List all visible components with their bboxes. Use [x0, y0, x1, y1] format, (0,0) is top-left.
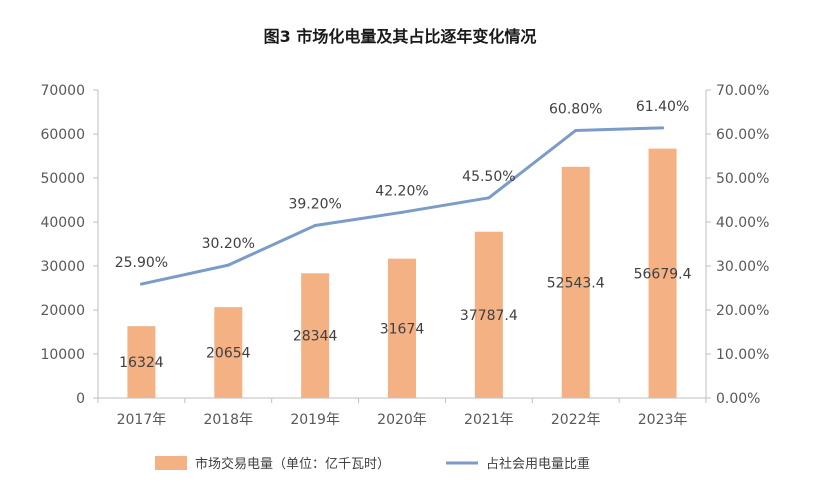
line-data-label: 39.20%	[288, 197, 341, 213]
line-data-label: 25.90%	[115, 255, 168, 271]
bar-data-label: 52543.4	[547, 275, 605, 291]
line-point	[661, 126, 665, 130]
bar-data-label: 37787.4	[460, 308, 518, 324]
line-point	[574, 128, 578, 132]
left-tick-label: 10000	[40, 347, 85, 363]
left-tick-label: 0	[76, 391, 85, 407]
right-tick-label: 60.00%	[716, 127, 769, 143]
legend: 市场交易电量（单位：亿千瓦时） 占社会用电量比重	[155, 456, 590, 472]
x-tick-label: 2020年	[377, 412, 427, 428]
line-data-label: 30.20%	[202, 236, 255, 252]
bar	[214, 307, 243, 398]
line-point	[487, 196, 491, 200]
bar	[301, 273, 330, 398]
legend-swatch-bar	[155, 456, 187, 470]
line-data-label: 45.50%	[462, 169, 515, 185]
bar-data-label: 31674	[380, 321, 425, 337]
x-tick-label: 2021年	[464, 412, 514, 428]
x-tick-label: 2022年	[551, 412, 601, 428]
bar-data-label: 28344	[293, 329, 338, 345]
right-y-axis: 0.00% 10.00% 20.00% 30.00% 40.00% 50.00% 60.00…	[705, 83, 769, 407]
line-point	[400, 210, 404, 214]
chart-title: 图3 市场化电量及其占比逐年变化情况	[264, 27, 537, 46]
line-data-label: 42.20%	[375, 183, 428, 199]
left-tick-label: 70000	[40, 83, 85, 99]
bar	[388, 258, 416, 398]
x-tick-label: 2017年	[117, 412, 167, 428]
bar	[648, 148, 677, 398]
x-tick-label: 2019年	[290, 412, 340, 428]
bar	[474, 231, 503, 398]
x-tick-label: 2023年	[638, 412, 688, 428]
right-tick-label: 10.00%	[716, 347, 769, 363]
left-tick-label: 30000	[40, 259, 85, 275]
left-tick-label: 40000	[40, 215, 85, 231]
line-data-label: 61.40%	[636, 99, 689, 115]
bar-data-label: 16324	[119, 355, 164, 371]
right-tick-label: 30.00%	[716, 259, 769, 275]
right-tick-label: 40.00%	[716, 215, 769, 231]
right-tick-label: 70.00%	[716, 83, 769, 99]
left-tick-label: 20000	[40, 303, 85, 319]
bar-data-label: 56679.4	[634, 266, 692, 282]
x-axis: 2017年 2018年 2019年 2020年 2021年 2022年 2023年	[97, 397, 707, 428]
left-y-axis: 0 10000 20000 30000 40000 50000 60000 70000	[40, 83, 99, 407]
bar	[561, 166, 590, 398]
line-point	[139, 282, 143, 286]
line-series: 25.90% 30.20% 39.20% 42.20% 45.50% 60.80% 61.4…	[115, 99, 689, 286]
bar-series: 16324 20654 28344 31674 37787.4 52543.4 56679.…	[119, 148, 692, 398]
bar-data-label: 20654	[206, 346, 251, 362]
bar	[127, 326, 156, 398]
right-tick-label: 50.00%	[716, 171, 769, 187]
line-data-label: 60.80%	[549, 101, 602, 117]
right-tick-label: 0.00%	[716, 391, 760, 407]
legend-label-bar: 市场交易电量（单位：亿千瓦时）	[195, 456, 390, 472]
right-tick-label: 20.00%	[716, 303, 769, 319]
line-point	[226, 263, 230, 267]
line-point	[313, 224, 317, 228]
left-tick-label: 60000	[40, 127, 85, 143]
left-tick-label: 50000	[40, 171, 85, 187]
x-tick-label: 2018年	[203, 412, 253, 428]
legend-label-line: 占社会用电量比重	[486, 456, 590, 472]
